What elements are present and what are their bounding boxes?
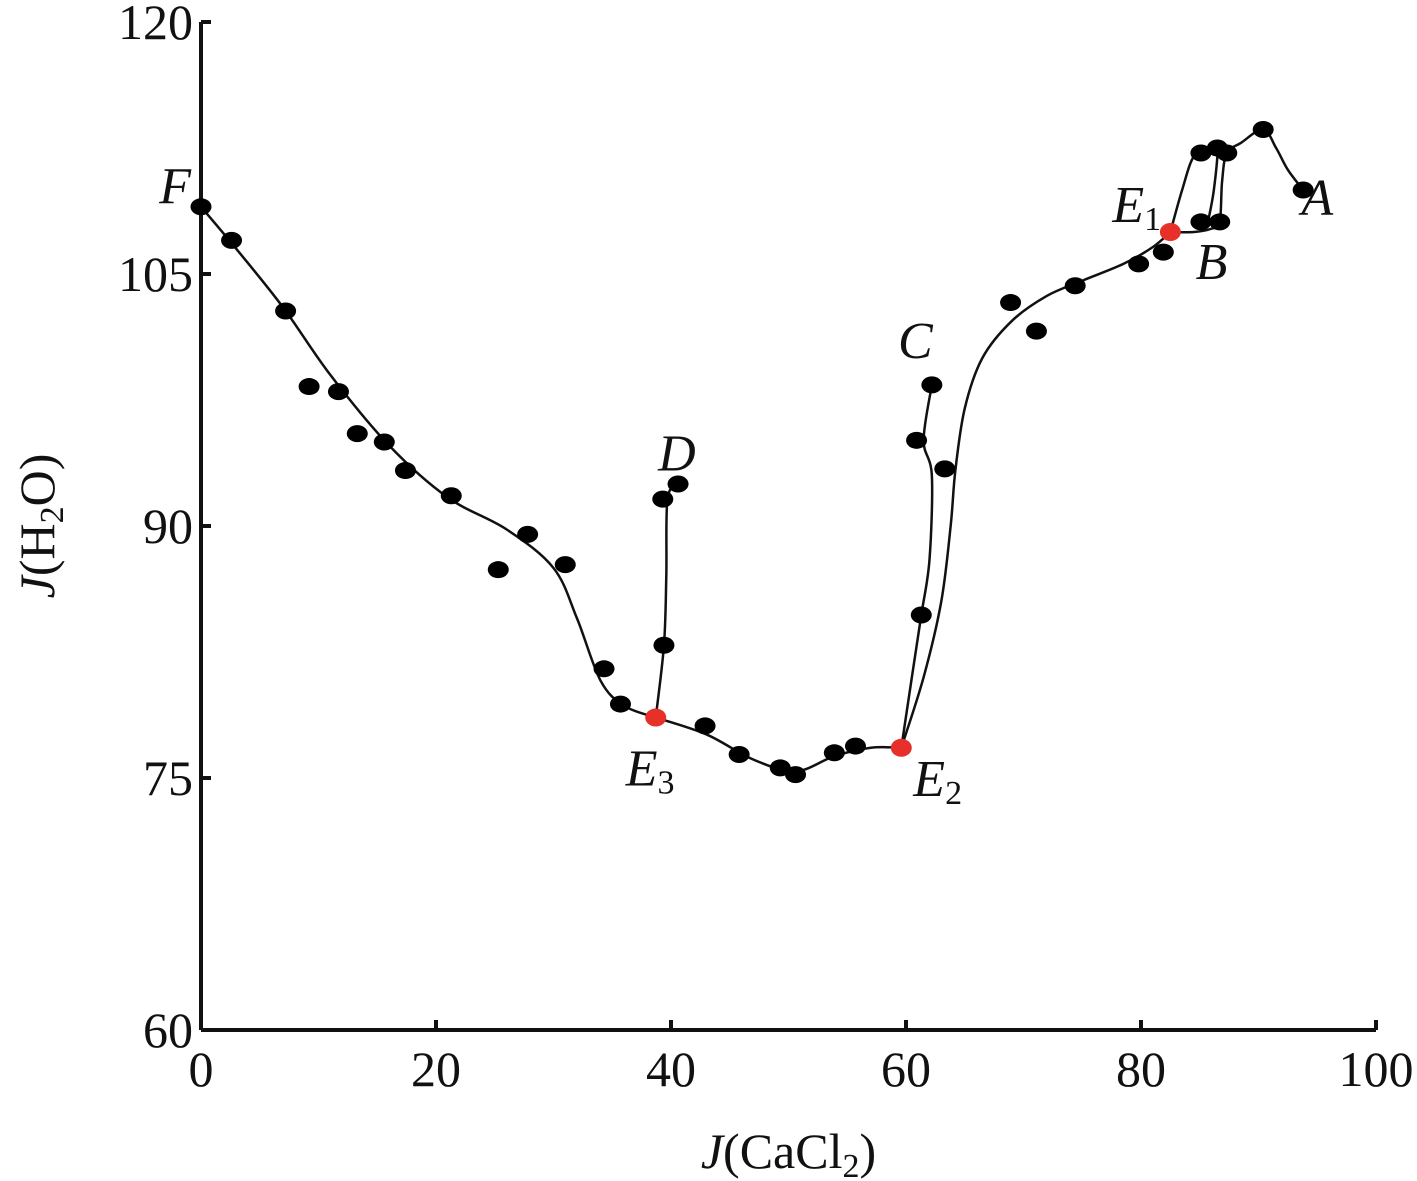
data-point bbox=[593, 660, 615, 678]
data-point bbox=[373, 433, 395, 451]
data-points bbox=[190, 121, 1314, 784]
data-point bbox=[298, 378, 320, 396]
data-point bbox=[394, 462, 416, 480]
data-point bbox=[1292, 181, 1314, 199]
point-labels: A B C D F E1 E2 E3 bbox=[158, 158, 1333, 811]
axis-titles: J(CaCl2) J(H2O) bbox=[9, 454, 876, 1181]
data-point bbox=[609, 695, 631, 713]
y-tick-label: 120 bbox=[118, 0, 193, 50]
label-B: B bbox=[1196, 234, 1228, 291]
data-point bbox=[1190, 213, 1212, 231]
data-point bbox=[1025, 322, 1047, 340]
data-point bbox=[823, 744, 845, 762]
data-point bbox=[327, 383, 349, 401]
data-point bbox=[190, 198, 212, 216]
data-point bbox=[728, 745, 750, 763]
data-point bbox=[1209, 213, 1231, 231]
data-point bbox=[653, 636, 675, 654]
curve-E1-A bbox=[1170, 128, 1305, 234]
x-tick-label: 80 bbox=[1116, 1041, 1166, 1097]
data-point bbox=[1000, 294, 1022, 312]
label-E2: E2 bbox=[912, 751, 962, 812]
axes: 0 20 40 60 80 100 60 75 90 105 120 bbox=[118, 0, 1414, 1097]
label-D: D bbox=[657, 426, 696, 483]
y-tick-label: 60 bbox=[143, 1002, 193, 1058]
invariant-point-E2 bbox=[890, 738, 912, 757]
x-tick-label: 0 bbox=[189, 1041, 214, 1097]
y-tick-label: 105 bbox=[118, 246, 193, 302]
data-point bbox=[1190, 144, 1212, 162]
y-axis-title: J(H2O) bbox=[9, 454, 71, 599]
data-point bbox=[785, 766, 807, 784]
data-point bbox=[440, 487, 462, 505]
x-tick-label: 100 bbox=[1339, 1041, 1414, 1097]
data-point bbox=[694, 717, 716, 735]
label-A: A bbox=[1298, 170, 1333, 227]
data-point bbox=[906, 431, 928, 449]
data-point bbox=[667, 475, 689, 493]
data-point bbox=[1128, 255, 1150, 273]
x-tick-label: 40 bbox=[646, 1041, 696, 1097]
data-point bbox=[275, 302, 297, 320]
y-tick-label: 90 bbox=[143, 498, 193, 554]
x-axis-title: J(CaCl2) bbox=[701, 1123, 876, 1181]
curve-E3-D bbox=[654, 483, 680, 718]
data-point bbox=[921, 376, 943, 394]
label-E3: E3 bbox=[625, 741, 675, 802]
data-point bbox=[910, 606, 932, 624]
data-point bbox=[844, 737, 866, 755]
x-tick-label: 20 bbox=[411, 1041, 461, 1097]
data-point bbox=[1252, 121, 1274, 139]
data-point bbox=[221, 231, 243, 249]
x-tick-label: 60 bbox=[881, 1041, 931, 1097]
data-point bbox=[346, 425, 368, 443]
y-tick-label: 75 bbox=[143, 750, 193, 806]
data-point bbox=[1152, 243, 1174, 261]
data-point bbox=[934, 460, 956, 478]
data-point bbox=[1064, 277, 1086, 295]
data-point bbox=[652, 490, 674, 508]
data-point bbox=[517, 525, 539, 543]
curve-F-E3 bbox=[200, 205, 657, 719]
invariant-point-E3 bbox=[645, 708, 667, 727]
label-F: F bbox=[158, 158, 192, 215]
curve-E2-E1 bbox=[900, 231, 1172, 749]
data-point bbox=[487, 561, 509, 579]
data-point bbox=[554, 556, 576, 574]
label-C: C bbox=[898, 313, 934, 370]
label-E1: E1 bbox=[1111, 177, 1161, 238]
data-point bbox=[1216, 144, 1238, 162]
invariant-point-E1 bbox=[1159, 223, 1181, 241]
